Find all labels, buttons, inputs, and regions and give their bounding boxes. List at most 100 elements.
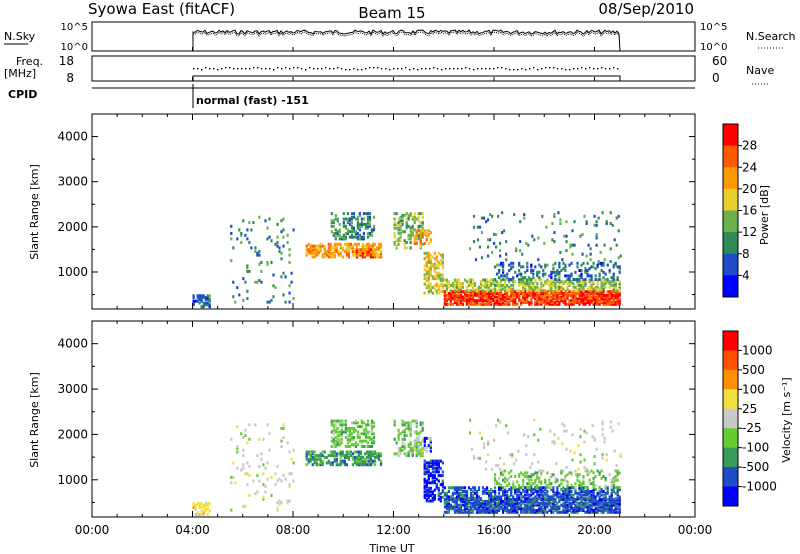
data-cell <box>534 301 537 304</box>
data-cell <box>494 289 497 293</box>
data-cell <box>570 282 573 286</box>
data-cell <box>333 253 336 257</box>
data-cell <box>356 436 359 439</box>
data-cell <box>486 491 489 495</box>
data-cell <box>614 282 617 286</box>
data-cell <box>556 287 559 291</box>
data-cell <box>477 505 481 509</box>
data-cell <box>372 436 376 439</box>
data-cell <box>469 510 473 514</box>
data-cell <box>457 509 460 512</box>
data-cell <box>550 509 553 512</box>
data-cell <box>597 260 600 263</box>
data-cell <box>465 297 469 301</box>
data-cell <box>413 241 416 245</box>
data-cell <box>423 229 426 233</box>
data-cell <box>330 439 333 443</box>
data-cell <box>347 248 350 252</box>
data-cell <box>546 471 549 475</box>
data-cell <box>194 505 197 509</box>
data-cell <box>617 256 620 260</box>
data-cell <box>524 507 527 511</box>
data-cell <box>451 499 454 503</box>
data-cell <box>608 282 611 286</box>
data-cell <box>419 221 422 225</box>
data-cell <box>602 297 605 301</box>
data-cell <box>429 486 432 490</box>
data-cell <box>356 222 359 226</box>
data-cell <box>614 469 617 473</box>
colorbar-tick-label: -500 <box>742 460 769 474</box>
data-cell <box>435 277 438 281</box>
data-cell <box>586 301 589 304</box>
data-cell <box>586 485 589 489</box>
data-cell <box>536 497 539 501</box>
data-cell <box>616 292 619 295</box>
data-cell <box>530 501 533 505</box>
data-cell <box>332 419 335 423</box>
data-cell <box>441 495 444 499</box>
data-cell <box>528 485 531 489</box>
nave-dot <box>593 68 595 70</box>
data-cell <box>580 269 583 272</box>
data-cell <box>282 228 285 232</box>
data-cell <box>502 263 505 267</box>
data-cell <box>544 272 547 276</box>
data-cell <box>524 301 527 304</box>
data-cell <box>443 297 446 301</box>
data-cell <box>403 434 406 438</box>
data-cell <box>584 299 587 303</box>
data-cell <box>553 240 556 244</box>
data-cell <box>415 430 418 434</box>
data-cell <box>498 507 501 511</box>
data-cell <box>238 293 241 297</box>
data-cell <box>552 488 555 492</box>
data-cell <box>508 285 511 289</box>
data-cell <box>515 249 518 253</box>
data-cell <box>443 299 446 303</box>
data-cell <box>409 432 412 436</box>
data-cell <box>433 268 436 272</box>
colorbar-swatch <box>723 124 738 147</box>
data-cell <box>413 445 416 449</box>
data-cell <box>592 501 595 505</box>
data-cell <box>441 481 444 485</box>
colorbar-swatch <box>723 350 738 371</box>
nsearch-trace <box>192 31 620 37</box>
data-cell <box>516 302 519 306</box>
data-cell <box>579 435 582 439</box>
data-cell <box>336 437 339 441</box>
data-cell <box>532 501 535 505</box>
data-cell <box>502 486 505 490</box>
data-cell <box>429 438 432 442</box>
data-cell <box>609 420 612 424</box>
data-cell <box>242 277 245 281</box>
data-cell <box>551 238 554 242</box>
data-cell <box>558 278 561 281</box>
data-cell <box>329 251 332 255</box>
data-cell <box>492 490 495 493</box>
nave-dot <box>601 67 603 69</box>
data-cell <box>425 278 428 282</box>
data-cell <box>544 301 547 304</box>
data-cell <box>518 263 521 267</box>
data-cell <box>566 302 569 306</box>
data-cell <box>570 471 573 475</box>
data-cell <box>594 285 597 289</box>
data-cell <box>534 501 537 505</box>
data-cell <box>280 501 283 505</box>
data-cell <box>479 280 483 284</box>
data-cell <box>481 490 485 493</box>
data-cell <box>344 428 347 432</box>
data-cell <box>334 419 337 423</box>
data-cell <box>498 302 501 306</box>
nave-dot <box>273 69 275 71</box>
data-cell <box>266 423 269 427</box>
data-cell <box>463 292 467 295</box>
data-cell <box>563 424 566 428</box>
data-cell <box>309 459 312 463</box>
data-cell <box>522 485 525 489</box>
data-cell <box>584 283 587 287</box>
data-cell <box>393 212 396 216</box>
data-cell <box>571 252 574 256</box>
